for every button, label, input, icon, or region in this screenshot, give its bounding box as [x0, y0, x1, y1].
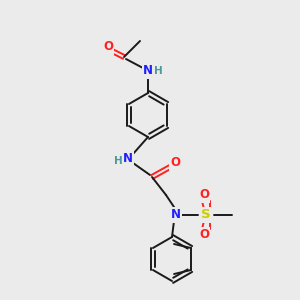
Text: N: N [123, 152, 133, 166]
Text: O: O [199, 229, 209, 242]
Text: S: S [201, 208, 211, 221]
Text: O: O [103, 40, 113, 53]
Text: N: N [143, 64, 153, 77]
Text: H: H [154, 66, 162, 76]
Text: O: O [199, 188, 209, 202]
Text: O: O [170, 157, 180, 169]
Text: H: H [114, 156, 122, 166]
Text: N: N [171, 208, 181, 221]
